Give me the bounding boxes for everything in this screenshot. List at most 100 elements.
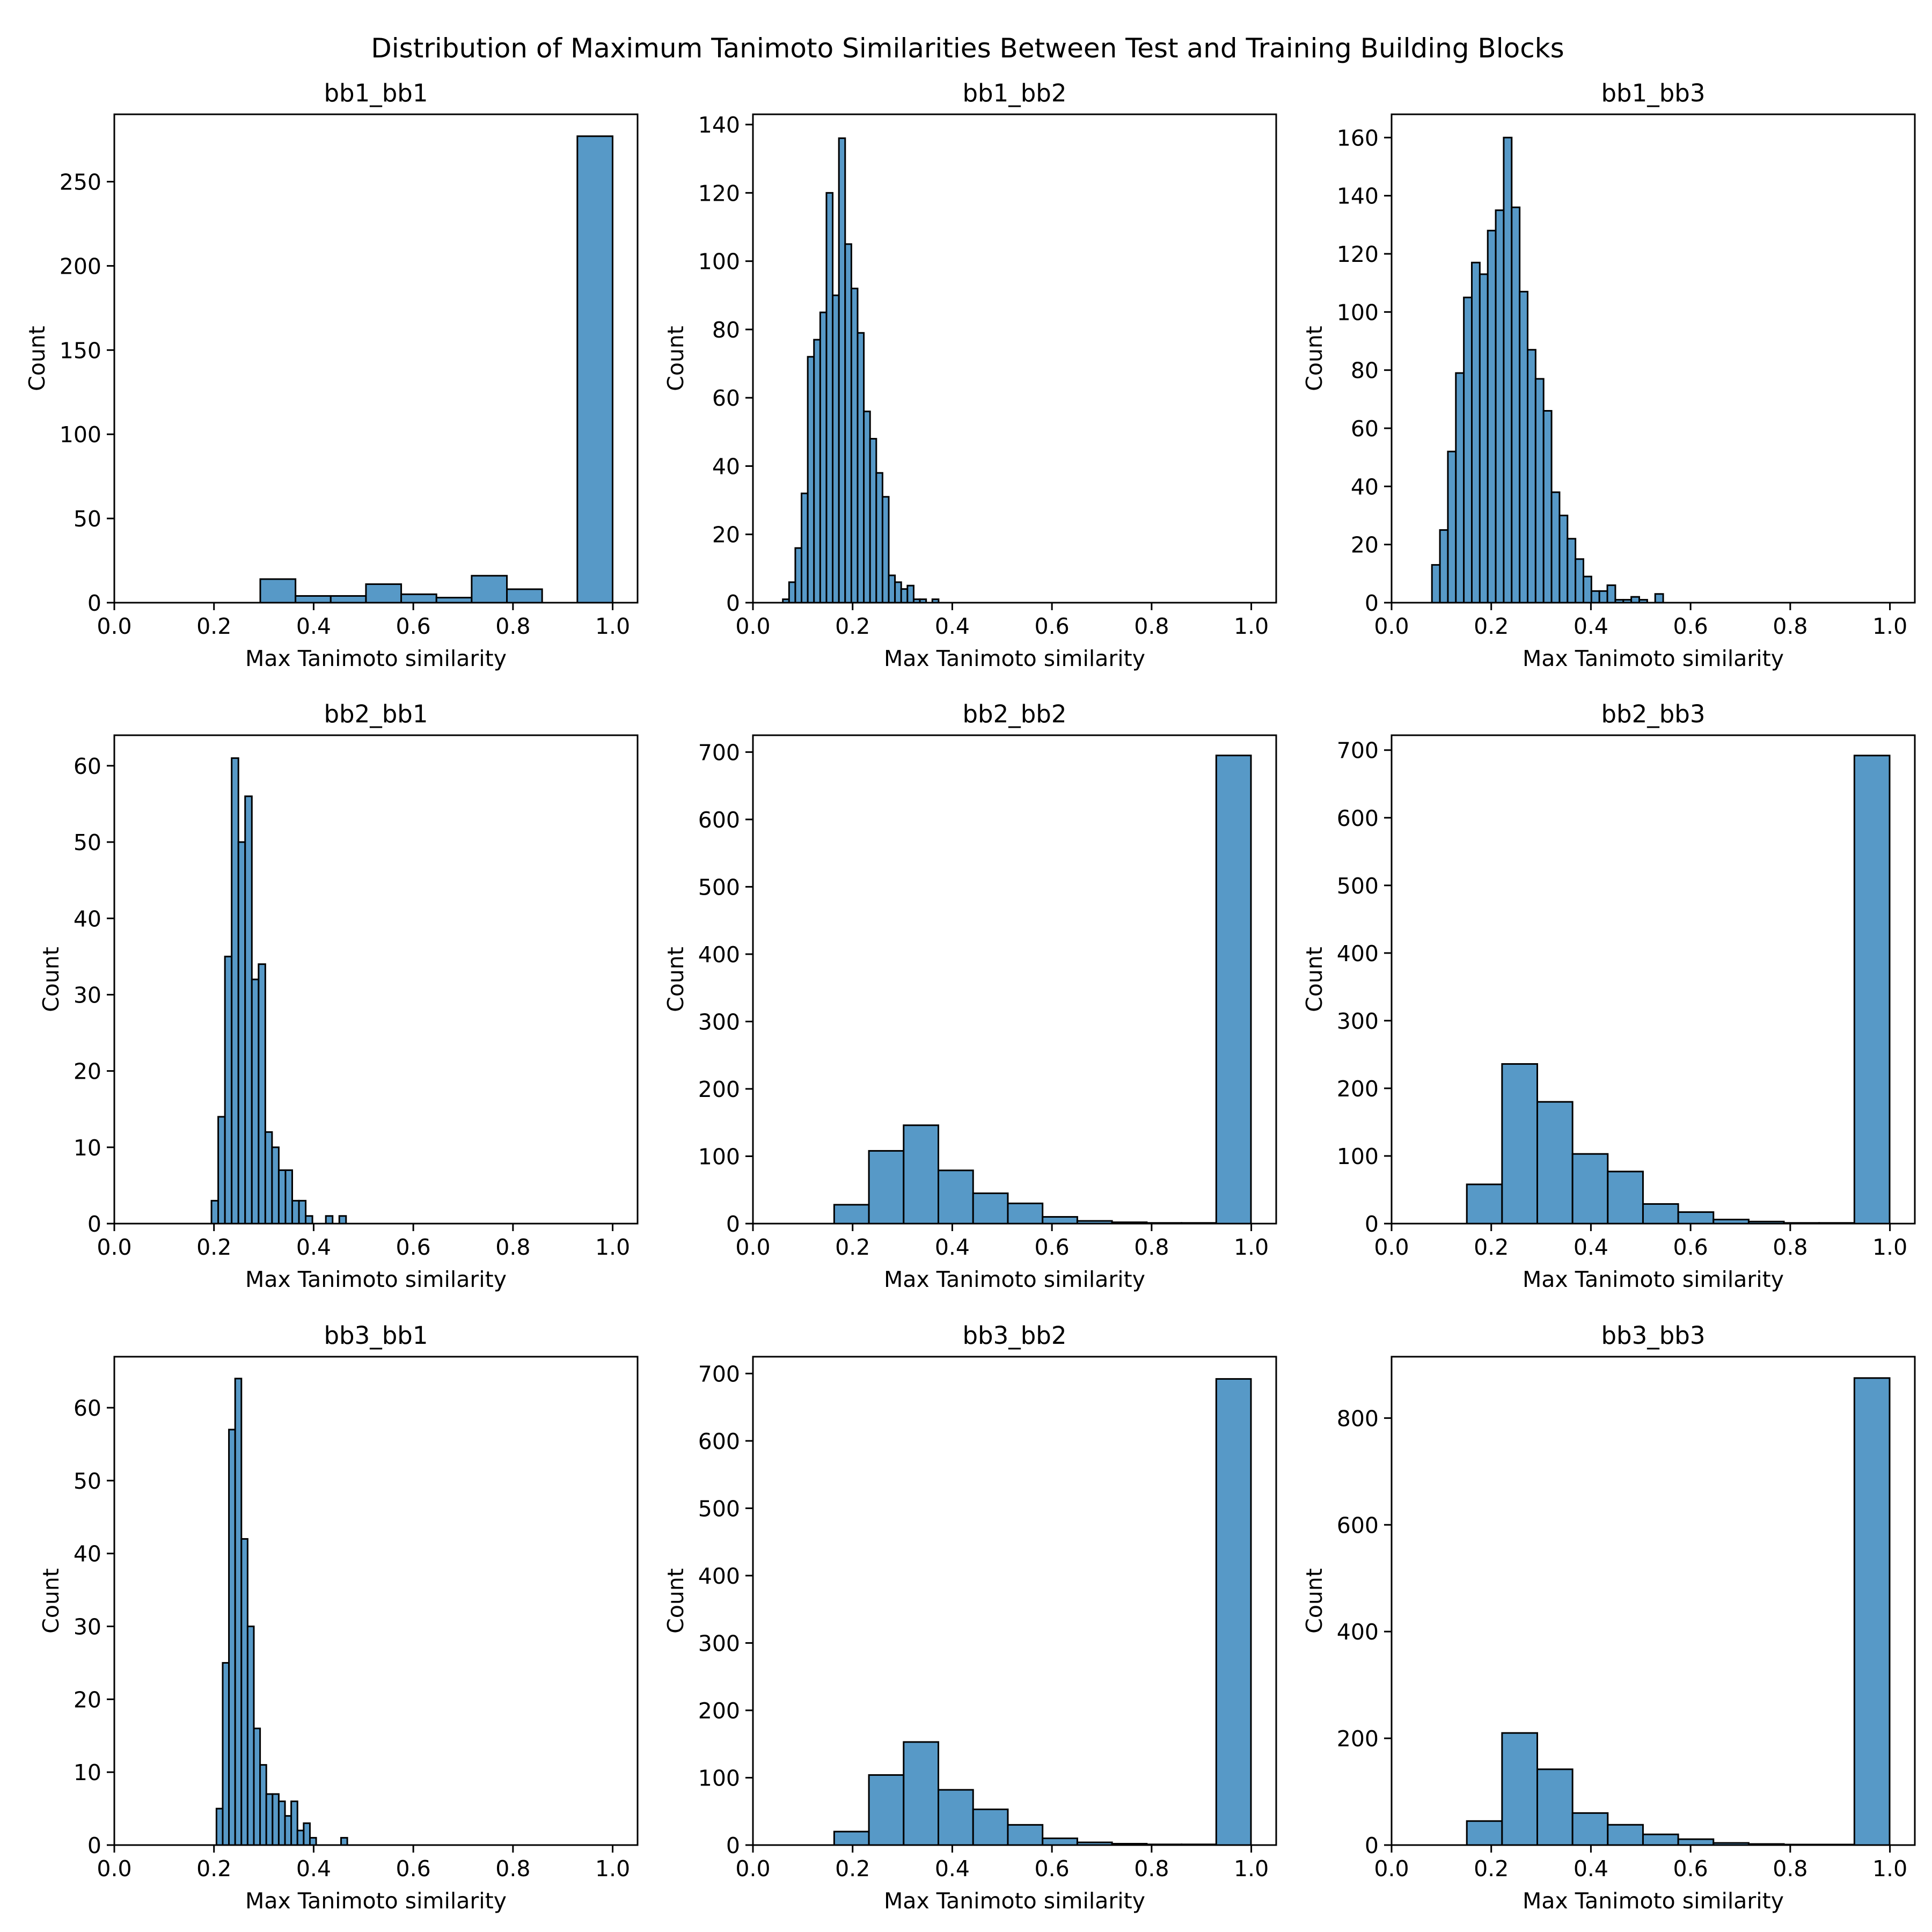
y-tick-label: 60 <box>712 385 740 411</box>
histogram-bar <box>1519 290 1528 604</box>
histogram-bar <box>1536 1101 1574 1225</box>
y-tick-label: 500 <box>698 874 740 900</box>
x-tick-label: 0.8 <box>495 613 530 639</box>
histogram-bar <box>264 1131 273 1225</box>
x-tick-label: 0.8 <box>1773 1856 1807 1882</box>
y-tick-label: 100 <box>1337 1144 1379 1169</box>
histogram-bar <box>338 1215 347 1225</box>
x-axis-label: Max Tanimoto similarity <box>884 1888 1145 1914</box>
histogram-bar <box>298 1199 307 1225</box>
histogram-bar <box>900 588 909 604</box>
histogram-bar <box>246 1626 255 1846</box>
histogram-bar <box>1007 1824 1044 1846</box>
y-tick-label: 250 <box>60 170 101 195</box>
x-tick-label: 0.2 <box>1474 1234 1509 1260</box>
subplot-title: bb3_bb2 <box>962 1321 1066 1350</box>
y-tick-label: 0 <box>1365 590 1379 616</box>
histogram-bar <box>1590 590 1600 604</box>
histogram-bar <box>833 1831 870 1846</box>
x-tick-label: 0.8 <box>495 1856 530 1882</box>
histogram-bar <box>471 575 508 604</box>
histogram-bar <box>210 1199 219 1225</box>
histogram-bars <box>782 137 940 604</box>
subplot-bb2-bb2: 0.0 0.2 0.4 0.6 0.8 1.0 0 100 200 300 400 500 600 700… <box>663 700 1277 1292</box>
x-axis-label: Max Tanimoto similarity <box>1523 646 1784 671</box>
subplot-bb2-bb1: 0.0 0.2 0.4 0.6 0.8 1.0 0 10 20 30 40 50 60 bb2_bb1 Ma… <box>38 700 639 1292</box>
histogram-bar <box>857 332 865 604</box>
y-tick-label: 40 <box>1351 474 1379 500</box>
y-tick-label: 100 <box>698 1144 740 1169</box>
x-axis-label: Max Tanimoto similarity <box>245 646 507 671</box>
y-tick-label: 0 <box>726 1833 740 1858</box>
y-tick-label: 600 <box>698 1429 740 1454</box>
axes-frame <box>1391 113 1916 604</box>
histogram-bars <box>833 755 1252 1225</box>
y-tick-label: 0 <box>1365 1211 1379 1237</box>
y-tick-label: 100 <box>698 1765 740 1791</box>
x-tick-label: 0.4 <box>296 1856 331 1882</box>
y-tick-label: 160 <box>1337 125 1379 151</box>
y-tick-label: 60 <box>74 753 101 779</box>
y-tick-label: 10 <box>74 1135 101 1161</box>
histogram-bar <box>258 963 266 1225</box>
y-tick-label: 0 <box>87 1211 101 1237</box>
y-tick-label: 600 <box>698 807 740 833</box>
y-axis-label: Count <box>1301 947 1327 1012</box>
y-tick-label: 500 <box>1337 873 1379 899</box>
y-tick-label: 20 <box>1351 532 1379 558</box>
subplot-bb1-bb2: 0.0 0.2 0.4 0.6 0.8 1.0 0 20 40 60 80 100 120 140 bb1_… <box>663 79 1277 671</box>
x-tick-label: 0.2 <box>835 613 870 639</box>
histogram-bar <box>303 1822 311 1846</box>
y-tick-label: 20 <box>74 1059 101 1085</box>
subplot-bb1-bb1: 0.0 0.2 0.4 0.6 0.8 1.0 0 50 100 150 200 250 bb1_bb1… <box>24 79 639 671</box>
y-tick-label: 700 <box>1337 738 1379 764</box>
x-tick-label: 0.4 <box>935 1856 970 1882</box>
y-tick-label: 200 <box>698 1698 740 1724</box>
histogram-bar <box>972 1808 1009 1846</box>
histogram-bar <box>231 757 239 1225</box>
y-tick-label: 10 <box>74 1760 101 1785</box>
y-tick-label: 700 <box>698 740 740 765</box>
x-axis-label: Max Tanimoto similarity <box>1523 1267 1784 1292</box>
subplot-title: bb3_bb1 <box>324 1321 428 1350</box>
x-tick-label: 0.4 <box>1574 613 1608 639</box>
histogram-bar <box>253 1728 261 1846</box>
histogram-bar <box>1534 378 1545 604</box>
y-tick-label: 40 <box>74 1541 101 1567</box>
histogram-bar <box>1215 1378 1252 1846</box>
y-tick-label: 20 <box>74 1687 101 1713</box>
histogram-bar <box>1042 1837 1078 1846</box>
histogram-bar <box>217 1116 226 1225</box>
y-axis-label: Count <box>38 1568 64 1634</box>
x-tick-label: 1.0 <box>1234 613 1269 639</box>
histogram-bar <box>807 356 815 604</box>
histogram-bar <box>244 795 253 1225</box>
histogram-bar <box>506 588 543 604</box>
histogram-bar <box>888 574 896 604</box>
histogram-bar <box>1606 584 1616 604</box>
histogram-bar <box>819 311 828 604</box>
histogram-bar <box>1215 755 1252 1225</box>
histogram-bar <box>1042 1216 1078 1225</box>
histogram-bar <box>1583 575 1592 604</box>
histogram-bars <box>215 1378 348 1846</box>
y-tick-label: 80 <box>712 317 740 343</box>
histogram-bar <box>309 1836 317 1846</box>
x-tick-label: 0.4 <box>1574 1234 1608 1260</box>
histogram-bar <box>325 1215 334 1225</box>
x-axis-label: Max Tanimoto similarity <box>245 1888 507 1914</box>
y-axis-label: Count <box>38 947 64 1012</box>
y-tick-label: 400 <box>1337 1619 1379 1645</box>
histogram-bar <box>938 1169 974 1225</box>
x-tick-label: 0.0 <box>97 1856 131 1882</box>
histogram-bar <box>1536 1768 1574 1846</box>
histogram-bar <box>1630 596 1640 604</box>
histogram-bar <box>1550 491 1561 604</box>
x-tick-label: 0.8 <box>1134 1234 1169 1260</box>
x-tick-label: 0.0 <box>735 1856 770 1882</box>
histogram-bar <box>576 135 613 604</box>
y-tick-label: 40 <box>74 906 101 932</box>
axes-frame <box>752 734 1277 1225</box>
x-tick-label: 0.2 <box>196 1856 231 1882</box>
histogram-bars <box>833 1378 1252 1846</box>
